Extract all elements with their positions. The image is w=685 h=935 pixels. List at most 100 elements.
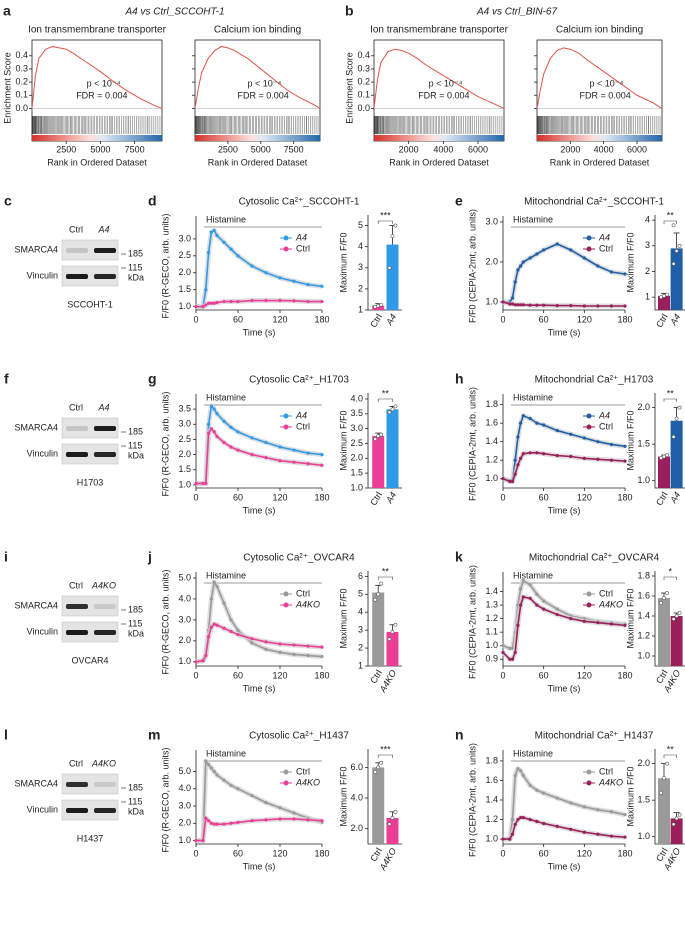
trace-point	[596, 808, 600, 812]
bar	[372, 305, 385, 310]
data-point	[393, 404, 398, 409]
panel-label: f	[4, 371, 9, 387]
trace-point	[555, 824, 559, 829]
x-tick-label: 180	[617, 848, 632, 858]
y-tick-label: 3.0	[485, 216, 498, 226]
legend-label: Ctrl	[599, 243, 613, 253]
sig-bracket	[377, 576, 393, 580]
data-point	[671, 261, 676, 266]
x-tick-label: 4000	[433, 144, 453, 154]
trace-line	[196, 299, 322, 308]
trace-point	[528, 583, 532, 587]
y-tick-label: 1.8	[637, 570, 650, 580]
x-tick-label: Ctrl	[368, 490, 384, 507]
x-axis-label: Rank in Ordered Dataset	[208, 157, 308, 167]
trace-line	[196, 427, 323, 485]
trace-point	[201, 305, 205, 309]
y-tick-label: 1.6	[637, 590, 650, 600]
x-tick-label: 2500	[218, 144, 238, 154]
trace-point	[320, 299, 324, 304]
bar	[670, 420, 683, 488]
y-tick-label: 2.5	[178, 434, 191, 444]
y-tick-label: 1.4	[485, 586, 498, 596]
es-curve	[373, 48, 505, 109]
sig-bracket	[377, 754, 393, 758]
trace-point	[194, 305, 198, 309]
trace-point	[264, 640, 268, 644]
marker-label: 185	[128, 248, 143, 258]
trace-point	[278, 276, 282, 280]
es-curve	[536, 47, 663, 109]
trace-point	[596, 304, 600, 308]
trace-line	[195, 623, 323, 663]
trace-point	[569, 248, 573, 252]
legend-label: Ctrl	[599, 588, 613, 598]
y-tick-label: 3.0	[178, 419, 191, 429]
y-tick-label: 2.0	[637, 758, 650, 768]
trace-point	[508, 302, 512, 306]
trace-point	[516, 303, 520, 307]
significance: **	[667, 388, 675, 398]
bar	[372, 592, 385, 666]
trace-line	[196, 816, 323, 842]
trace-point	[212, 228, 216, 233]
trace-point	[521, 303, 525, 307]
x-tick-label: Ctrl	[654, 490, 670, 507]
data-point	[662, 454, 666, 459]
trace-point	[292, 460, 296, 464]
x-tick-label: 120	[577, 670, 592, 680]
trace-point	[535, 451, 539, 455]
blot-band	[66, 248, 88, 253]
trace-point	[596, 264, 600, 268]
trace-point	[207, 635, 211, 639]
trace-point	[236, 787, 240, 791]
trace-point	[320, 819, 324, 823]
bar	[372, 436, 385, 488]
y-tick-label: 1.0	[485, 640, 498, 650]
x-tick-label: 0	[193, 314, 198, 324]
trace-point	[501, 650, 505, 655]
stimulus-label: Histamine	[513, 214, 553, 224]
trace-line	[503, 816, 626, 840]
panel-label: j	[147, 549, 152, 565]
x-tick-label: 120	[577, 492, 592, 502]
x-axis-label: Rank in Ordered Dataset	[550, 157, 650, 167]
trace-point	[278, 298, 282, 303]
trace-point	[609, 622, 614, 626]
y-tick-label: 1.0	[485, 296, 498, 306]
trace-point	[609, 458, 614, 462]
y-tick-label: 1.0	[350, 482, 363, 492]
panel-label: n	[455, 727, 464, 743]
panel-label: c	[4, 193, 12, 209]
trace-line	[502, 596, 626, 661]
trace-point	[521, 260, 525, 264]
y-tick-label: 0.3	[357, 63, 370, 73]
fdr: FDR = 0.004	[76, 90, 127, 100]
trace-point	[569, 801, 573, 805]
data-point	[387, 637, 392, 642]
data-point	[379, 302, 384, 307]
y-tick-label: 1.2	[485, 613, 498, 623]
marker-unit: kDa	[128, 806, 144, 816]
trace-point	[222, 822, 226, 826]
trace-point	[209, 230, 213, 234]
trace-point	[222, 626, 226, 630]
trace-point	[215, 584, 219, 588]
legend-label: Ctrl	[599, 766, 613, 776]
y-axis-label: F/F0 (CEPIA-2mt, arb. units)	[467, 743, 477, 857]
trace-point	[596, 457, 600, 461]
cell-line: OVCAR4	[71, 655, 108, 665]
x-axis-label: Time (s)	[548, 683, 581, 693]
panel-label: a	[3, 3, 11, 19]
stimulus-label: Histamine	[513, 748, 553, 758]
trace-point	[508, 657, 512, 661]
trace-point	[207, 422, 211, 426]
trace-point	[555, 242, 559, 246]
trace-point	[569, 827, 573, 831]
x-tick-label: 120	[272, 670, 287, 680]
panel-title: Calcium ion binding	[214, 25, 301, 36]
rank-gradient	[374, 135, 504, 141]
y-tick-label: 1.0	[637, 475, 650, 485]
trace-point	[204, 288, 208, 292]
